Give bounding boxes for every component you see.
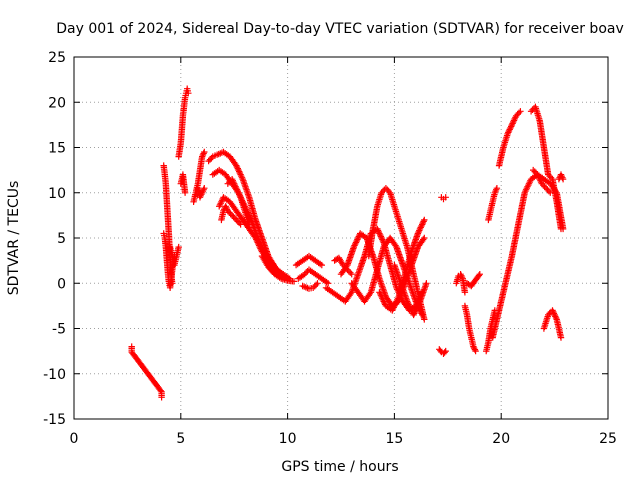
series-arc-22h <box>530 166 554 196</box>
y-tick-label: 5 <box>57 231 66 247</box>
y-tick-label: 0 <box>57 276 66 292</box>
series-big-arc-4 <box>224 176 253 228</box>
x-tick-label: 0 <box>70 431 79 447</box>
x-tick-label: 25 <box>599 431 617 447</box>
marker-plus-set <box>530 166 554 196</box>
series-peak-21h <box>495 108 524 169</box>
marker-plus-set <box>555 171 567 183</box>
y-tick-label: 15 <box>48 141 66 157</box>
marker-plus-set <box>166 243 182 269</box>
series-mid-10-12-c <box>299 280 321 292</box>
series-arc-19h-b <box>485 185 501 224</box>
marker-plus-set <box>436 346 449 357</box>
marker-plus-set <box>489 171 567 341</box>
series-arc-6h-a <box>190 148 208 205</box>
y-tick-label: -15 <box>43 412 66 428</box>
series-tail-10h <box>258 252 298 285</box>
chart-title: Day 001 of 2024, Sidereal Day-to-day VTE… <box>56 21 624 37</box>
marker-plus-set <box>461 302 479 355</box>
marker-plus-set <box>224 176 253 228</box>
series-mid-10-12 <box>292 252 325 269</box>
marker-plus-set <box>190 148 208 205</box>
marker-plus-set <box>485 185 501 224</box>
series-arc-18h-b <box>461 302 479 355</box>
y-tick-label: -10 <box>43 367 66 383</box>
y-tick-label: 25 <box>48 50 66 66</box>
series-early-isolated <box>128 343 165 401</box>
marker-plus-set <box>483 307 498 355</box>
marker-plus-set <box>128 343 165 401</box>
x-tick-label: 20 <box>492 431 510 447</box>
marker-plus-set <box>438 194 449 203</box>
marker-plus-set <box>348 234 426 319</box>
series-osc-3 <box>348 234 426 319</box>
marker-plus-set <box>463 271 483 290</box>
series-end-23h <box>555 171 567 183</box>
x-axis-label: GPS time / hours <box>281 459 398 475</box>
marker-plus-set <box>527 103 565 233</box>
series-dots-19h <box>463 271 483 290</box>
y-tick-label: -5 <box>52 322 66 338</box>
marker-plus-set <box>299 280 321 292</box>
marker-plus-set <box>376 216 428 314</box>
y-axis-label: SDTVAR / TECUs <box>6 181 22 296</box>
series-osc-4 <box>376 216 428 314</box>
series-rise-20h <box>489 171 567 341</box>
series-arc-6h-b <box>194 185 208 201</box>
marker-plus-set <box>194 185 208 201</box>
marker-plus-set <box>295 266 332 287</box>
x-tick-label: 15 <box>385 431 403 447</box>
series-dip-22h <box>540 307 565 341</box>
series-arc-19h <box>483 307 498 355</box>
marker-plus-set <box>453 271 469 296</box>
y-tick-label: 20 <box>48 95 66 111</box>
marker-plus-set <box>258 252 298 285</box>
series-arc-18h <box>453 271 469 296</box>
y-tick-label: 10 <box>48 186 66 202</box>
series-dots-17h <box>438 194 449 203</box>
data-marks <box>128 85 567 401</box>
marker-plus-set <box>175 85 192 160</box>
axis-ticks: 0 5 10 15 20 25 -15 -10 -5 0 5 10 15 20 25 <box>43 50 617 447</box>
series-arc-5h-rise <box>175 85 192 160</box>
marker-plus-set <box>540 307 565 341</box>
x-tick-label: 10 <box>279 431 297 447</box>
marker-plus-set <box>292 252 325 269</box>
x-tick-label: 5 <box>176 431 185 447</box>
marker-plus-set <box>391 261 430 319</box>
grid-lines <box>74 57 608 419</box>
series-arc-5h-dots <box>177 171 189 196</box>
series-arc-7h-low <box>218 203 244 228</box>
series-mid-10-12-b <box>295 266 332 287</box>
series-osc-5 <box>391 261 430 319</box>
marker-plus-set <box>495 108 524 169</box>
marker-plus-set <box>218 203 244 228</box>
series-peak-22h <box>527 103 565 233</box>
series-low-17h <box>436 346 449 357</box>
series-arc-4h-c <box>166 243 182 269</box>
marker-plus-set <box>177 171 189 196</box>
